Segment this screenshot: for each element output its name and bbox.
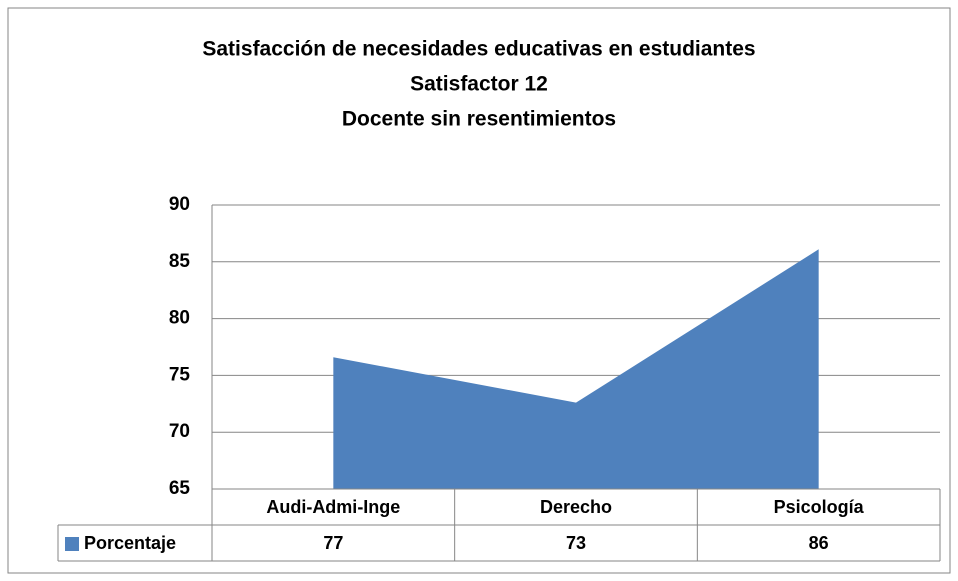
chart-title: Satisfacción de necesidades educativas e… bbox=[202, 38, 755, 61]
y-tick-label: 65 bbox=[169, 478, 191, 499]
y-tick-label: 70 bbox=[169, 421, 190, 442]
legend-label: Porcentaje bbox=[84, 533, 176, 553]
y-tick-label: 75 bbox=[169, 364, 191, 385]
x-tick-label: Psicología bbox=[774, 497, 865, 517]
y-tick-label: 85 bbox=[169, 251, 191, 272]
data-label: 73 bbox=[566, 533, 586, 553]
data-label: 86 bbox=[809, 533, 829, 553]
y-tick-label: 90 bbox=[169, 194, 190, 215]
y-tick-label: 80 bbox=[169, 308, 190, 329]
area bbox=[333, 249, 819, 489]
x-tick-label: Audi-Admi-Inge bbox=[266, 497, 400, 517]
legend-swatch bbox=[65, 537, 79, 551]
chart-title: Satisfactor 12 bbox=[410, 73, 548, 96]
chart-title: Docente sin resentimientos bbox=[342, 108, 616, 131]
data-label: 77 bbox=[323, 533, 343, 553]
x-tick-label: Derecho bbox=[540, 497, 612, 517]
